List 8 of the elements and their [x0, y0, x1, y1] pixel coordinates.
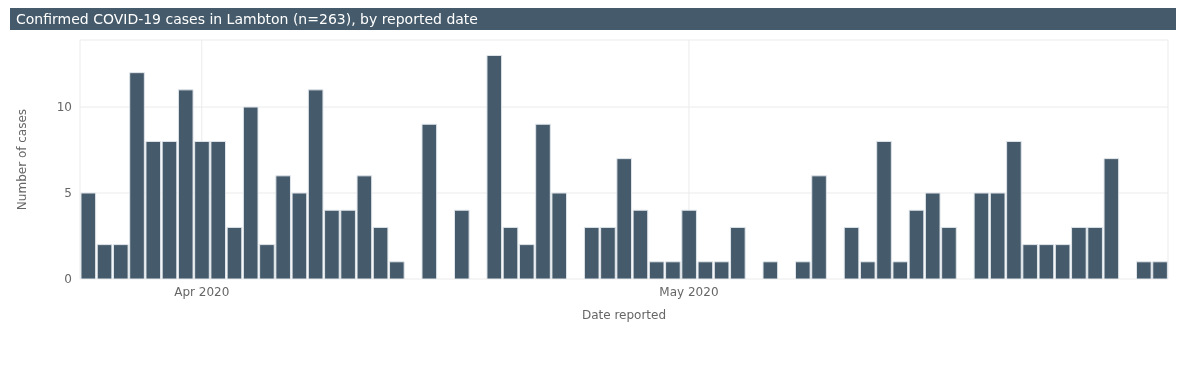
y-tick-label: 0	[64, 272, 72, 287]
y-axis-title: Number of cases	[15, 108, 30, 211]
chart-title: Confirmed COVID-19 cases in Lambton (n=263), by reported date	[10, 8, 1176, 30]
y-tick-label: 5	[64, 186, 72, 201]
x-axis-title: Date reported	[581, 308, 667, 322]
x-tick-label: May 2020	[659, 284, 719, 299]
y-tick-label: 10	[56, 100, 72, 115]
x-tick-label: Apr 2020	[174, 284, 230, 299]
